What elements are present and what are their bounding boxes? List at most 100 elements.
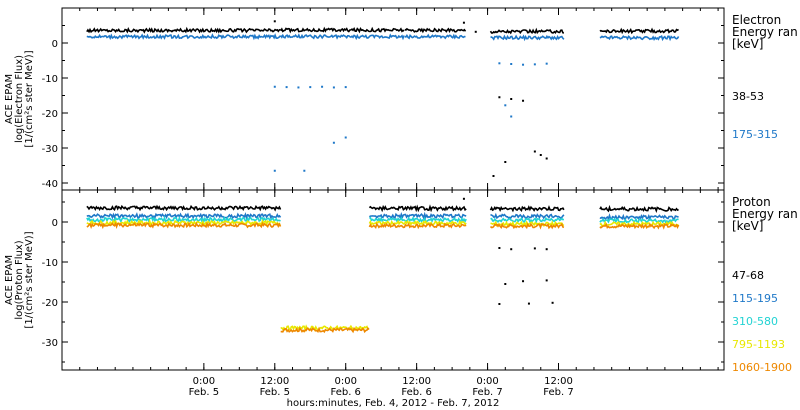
data-point xyxy=(297,86,300,89)
y-axis-label-line: [1/(cm²s ster MeV)] xyxy=(24,50,35,147)
y-tick-label: 0 xyxy=(52,218,58,229)
y-axis-label-line: ACE EPAM xyxy=(4,74,15,124)
data-point xyxy=(321,85,324,88)
series-segment xyxy=(599,222,680,230)
legend-title-line: [keV] xyxy=(732,219,763,233)
data-point xyxy=(533,150,536,153)
data-point xyxy=(510,98,513,100)
data-point xyxy=(533,247,536,250)
series-segment xyxy=(404,27,467,34)
y-tick-label: 0 xyxy=(52,39,58,50)
y-axis-label-line: log(Electron Flux) xyxy=(14,55,25,143)
data-point xyxy=(273,20,276,23)
data-series xyxy=(86,218,680,333)
series-segment xyxy=(280,26,405,34)
data-point xyxy=(474,30,477,33)
series-segment xyxy=(369,216,467,224)
series-segment xyxy=(86,33,282,41)
legend-entry: 310-580 xyxy=(732,315,778,328)
x-tick-time: 12:00 xyxy=(260,376,289,387)
data-point xyxy=(510,115,513,118)
y-axis-label-line: log(Proton Flux) xyxy=(14,240,25,319)
data-point xyxy=(462,197,465,200)
y-tick-label: -10 xyxy=(42,74,58,85)
series-segment xyxy=(599,204,679,214)
y-axis-label-line: ACE EPAM xyxy=(4,255,15,305)
series-segment xyxy=(280,326,370,334)
legend-entry: 38-53 xyxy=(732,90,764,103)
x-tick-time: 12:00 xyxy=(544,376,573,387)
data-point xyxy=(545,248,548,251)
legend-title-line: [keV] xyxy=(732,37,763,51)
series-segment xyxy=(599,213,679,221)
data-point xyxy=(332,86,335,89)
series-segment xyxy=(280,33,405,41)
data-point xyxy=(545,157,548,160)
data-point xyxy=(522,99,525,102)
y-axis-label-line: [1/(cm²s ster MeV)] xyxy=(24,231,35,328)
data-point xyxy=(303,169,306,172)
data-series xyxy=(86,211,679,221)
series-segment xyxy=(86,215,281,224)
data-point xyxy=(498,62,501,65)
legend-entry: 47-68 xyxy=(732,269,764,282)
legend-entry: 795-1193 xyxy=(732,338,785,351)
data-point xyxy=(498,247,501,249)
series-segment xyxy=(404,33,466,40)
x-tick-day: Feb. 5 xyxy=(260,387,290,398)
series-segment xyxy=(490,34,565,42)
data-point xyxy=(285,86,288,89)
data-point xyxy=(332,141,335,144)
series-segment xyxy=(86,204,282,212)
series-segment xyxy=(489,27,564,35)
series-segment xyxy=(368,211,467,220)
data-point xyxy=(344,86,347,89)
legend-title-line: Proton xyxy=(732,195,771,209)
legend-title-line: Electron xyxy=(732,13,781,27)
data-series xyxy=(86,215,679,225)
x-tick-time: 0:00 xyxy=(334,376,356,387)
series-segment xyxy=(86,212,282,221)
series-segment xyxy=(368,219,467,227)
data-point xyxy=(498,96,501,99)
data-point xyxy=(510,63,513,65)
x-tick-day: Feb. 5 xyxy=(189,387,219,398)
data-point xyxy=(522,280,525,283)
y-tick-label: -30 xyxy=(42,338,58,349)
y-tick-label: -10 xyxy=(42,258,58,269)
legend-title-line: Energy ran xyxy=(732,207,798,221)
x-tick-time: 12:00 xyxy=(402,376,431,387)
proton-panel: 0 -10 -20 -30 ACE EPAM log(Proton Flux) [1/(cm… xyxy=(4,189,798,374)
y-tick-label: -40 xyxy=(42,179,58,190)
y-axis-label: ACE EPAM log(Proton Flux) [1/(cm²s ster Me… xyxy=(4,231,35,328)
x-tick-day: Feb. 7 xyxy=(543,387,573,398)
data-point xyxy=(527,302,530,305)
data-point xyxy=(522,63,525,66)
data-point xyxy=(273,169,276,172)
x-tick-time: 0:00 xyxy=(193,376,215,387)
data-point xyxy=(510,248,513,251)
y-tick-label: -20 xyxy=(42,109,58,120)
legend-entry: 175-315 xyxy=(732,128,778,141)
data-series xyxy=(86,197,679,305)
series-segment xyxy=(86,26,281,34)
data-series xyxy=(86,221,680,334)
series-segment xyxy=(489,222,565,230)
series-segment xyxy=(599,34,680,42)
data-point xyxy=(551,301,554,304)
legend-entry: 115-195 xyxy=(732,292,778,305)
data-point xyxy=(309,86,312,89)
plot-frame xyxy=(61,189,725,371)
y-tick-label: -30 xyxy=(42,144,58,155)
series-segment xyxy=(599,27,680,35)
data-point xyxy=(344,136,347,139)
data-series xyxy=(86,33,680,172)
series-segment xyxy=(490,212,565,220)
series-segment xyxy=(86,221,282,230)
data-point xyxy=(533,63,536,66)
